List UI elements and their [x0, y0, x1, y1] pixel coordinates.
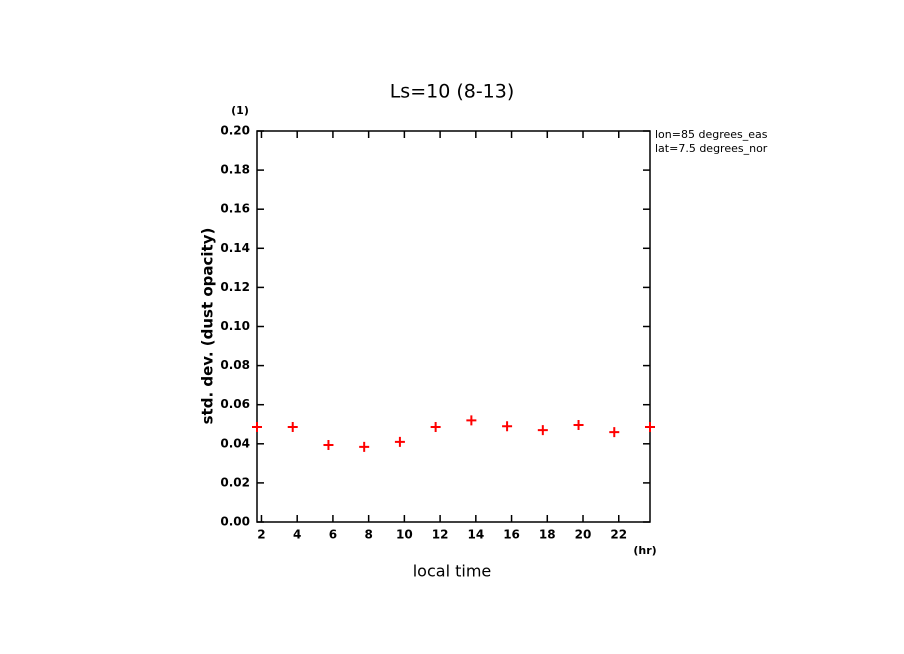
x-tick-label: 10: [396, 528, 413, 542]
point: [430, 421, 441, 432]
point: [537, 425, 548, 436]
y-tick-label: 0.00: [220, 515, 250, 529]
y-tick-label: 0.06: [220, 397, 250, 411]
y-tick-label: 0.12: [220, 280, 250, 294]
point: [323, 439, 334, 450]
x-unit: (hr): [633, 544, 656, 557]
x-tick-label: 16: [503, 528, 520, 542]
annotation: lon=85 degrees_eas: [655, 128, 768, 141]
y-axis-label: std. dev. (dust opacity): [199, 228, 217, 425]
x-tick-label: 18: [539, 528, 556, 542]
x-tick-label: 14: [467, 528, 484, 542]
plot-frame: [256, 130, 651, 523]
y-tick-label: 0.08: [220, 358, 250, 372]
point: [394, 436, 405, 447]
x-tick-label: 4: [293, 528, 301, 542]
point: [645, 421, 655, 432]
point: [609, 427, 620, 438]
point: [466, 415, 477, 426]
point: [573, 420, 584, 431]
y-tick-label: 0.18: [220, 163, 250, 177]
chart-title: Ls=10 (8-13): [390, 81, 515, 103]
x-tick-label: 2: [257, 528, 265, 542]
x-tick-label: 8: [364, 528, 372, 542]
x-tick-label: 6: [329, 528, 337, 542]
y-tick-label: 0.02: [220, 475, 250, 489]
point: [252, 421, 262, 432]
y-unit: (1): [231, 104, 249, 117]
point: [287, 421, 298, 432]
x-tick-label: 20: [575, 528, 592, 542]
y-tick-label: 0.16: [220, 202, 250, 216]
y-tick-label: 0.20: [220, 124, 250, 138]
y-tick-label: 0.10: [220, 319, 250, 333]
point: [359, 441, 370, 452]
point: [502, 421, 513, 432]
x-axis-label: local time: [413, 562, 492, 581]
annotation: lat=7.5 degrees_nor: [655, 142, 768, 155]
x-tick-label: 22: [610, 528, 627, 542]
y-tick-label: 0.04: [220, 436, 250, 450]
x-tick-label: 12: [432, 528, 449, 542]
y-tick-label: 0.14: [220, 241, 250, 255]
